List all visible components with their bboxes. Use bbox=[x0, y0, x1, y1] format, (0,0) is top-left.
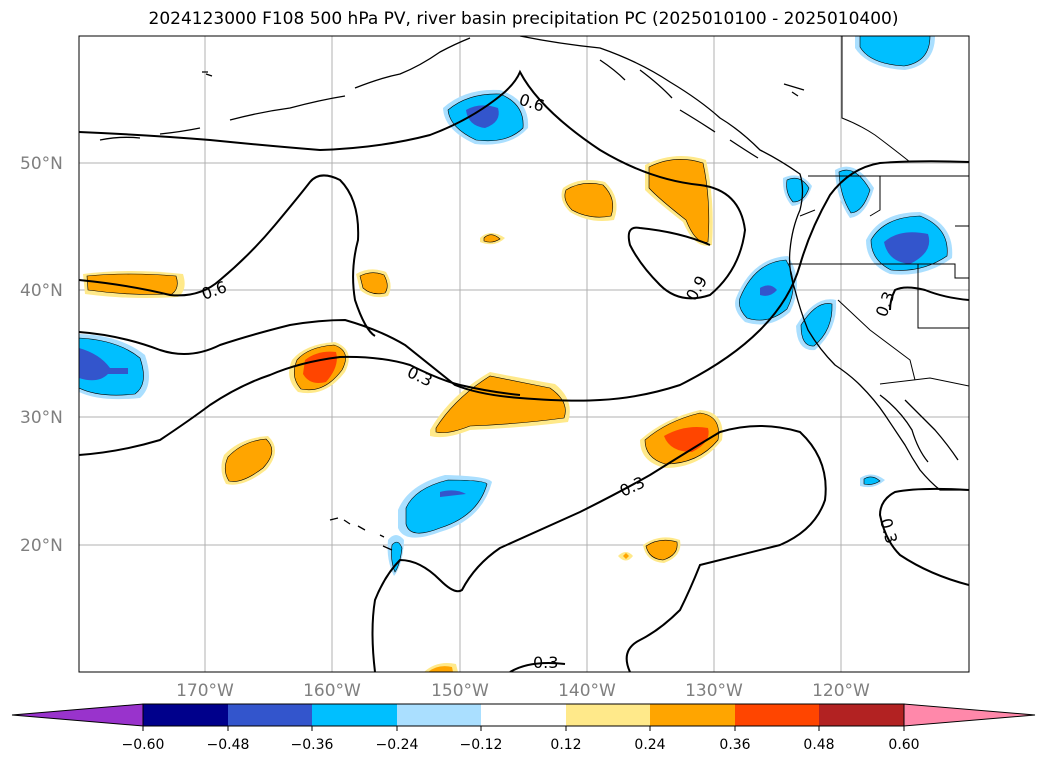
colorbar-swatch bbox=[143, 704, 228, 726]
lon-label: 140°W bbox=[558, 681, 616, 701]
lat-label: 20°N bbox=[20, 536, 63, 556]
colorbar-tick-label: 0.36 bbox=[719, 737, 750, 753]
colorbar-tick-label: 0.24 bbox=[634, 737, 665, 753]
colorbar-swatch bbox=[819, 704, 904, 726]
colorbar-swatch bbox=[566, 704, 650, 726]
lon-label: 130°W bbox=[685, 681, 743, 701]
colorbar: −0.60 −0.48 −0.36 −0.24 −0.12 0.12 0.24 … bbox=[11, 703, 1036, 753]
lon-label: 170°W bbox=[176, 681, 234, 701]
lon-label: 120°W bbox=[812, 681, 870, 701]
colorbar-outline bbox=[142, 703, 905, 727]
pv-contours bbox=[79, 69, 969, 672]
lon-label: 160°W bbox=[303, 681, 361, 701]
colorbar-tick-label: −0.36 bbox=[291, 737, 334, 753]
lat-label: 40°N bbox=[20, 281, 63, 301]
contour-label: 0.3 bbox=[533, 653, 558, 672]
colorbar-tick-label: 0.48 bbox=[803, 737, 834, 753]
lat-labels: 50°N 40°N 30°N 20°N bbox=[20, 154, 63, 556]
colorbar-swatch bbox=[228, 704, 312, 726]
colorbar-tick-label: −0.48 bbox=[207, 737, 250, 753]
colorbar-tick-label: −0.24 bbox=[376, 737, 419, 753]
colorbar-tick-label: −0.60 bbox=[122, 737, 165, 753]
lat-label: 50°N bbox=[20, 154, 63, 174]
map-frame bbox=[78, 35, 970, 673]
map-title: 2024123000 F108 500 hPa PV, river basin … bbox=[148, 9, 899, 29]
colorbar-swatch bbox=[481, 704, 566, 726]
colorbar-swatch bbox=[312, 704, 397, 726]
political-borders bbox=[788, 36, 969, 387]
colorbar-swatch bbox=[735, 704, 819, 726]
colorbar-tick-label: 0.12 bbox=[550, 737, 581, 753]
lon-labels: 170°W 160°W 150°W 140°W 130°W 120°W bbox=[176, 681, 870, 701]
coastlines bbox=[99, 36, 969, 551]
lon-label: 150°W bbox=[431, 681, 489, 701]
precip-negative-patches bbox=[79, 36, 953, 576]
colorbar-swatch bbox=[650, 704, 735, 726]
lat-label: 30°N bbox=[20, 408, 63, 428]
precip-positive-patches bbox=[83, 156, 723, 672]
colorbar-tick-label: 0.60 bbox=[888, 737, 919, 753]
colorbar-swatch bbox=[397, 704, 481, 726]
colorbar-extend-right bbox=[903, 703, 1036, 727]
colorbar-extend-left bbox=[11, 703, 144, 727]
colorbar-tick-label: −0.12 bbox=[460, 737, 503, 753]
